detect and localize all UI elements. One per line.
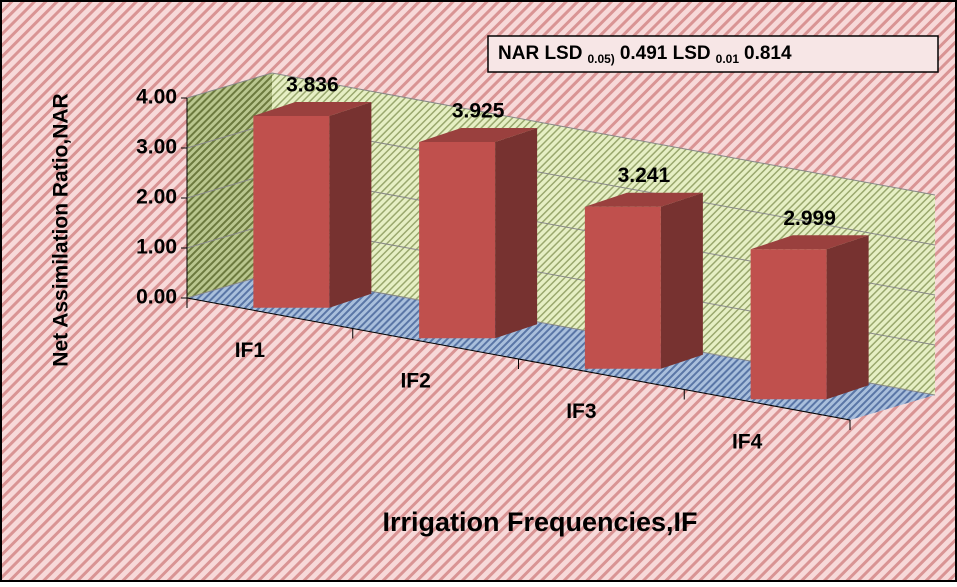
data-label: 3.836 bbox=[286, 73, 339, 96]
bar-top bbox=[419, 128, 538, 142]
bar-top bbox=[584, 192, 703, 207]
x-tick-label: IF3 bbox=[566, 400, 596, 423]
y-axis-title: Net Assimilation Ratio,NAR bbox=[50, 93, 73, 366]
annotation: NAR LSD 0.05) 0.491 LSD 0.01 0.814 bbox=[498, 43, 792, 66]
bar bbox=[750, 249, 827, 400]
y-tick-label: 0.00 bbox=[136, 286, 177, 309]
y-tick-label: 1.00 bbox=[136, 236, 177, 259]
data-label: 3.925 bbox=[452, 100, 505, 123]
annotation-part: 0.814 bbox=[744, 43, 792, 64]
bar-top bbox=[750, 235, 869, 250]
annotation-part: 0.491 LSD bbox=[620, 43, 711, 64]
x-tick-label: IF2 bbox=[400, 369, 430, 392]
x-tick-label: IF4 bbox=[732, 430, 763, 453]
bar-side bbox=[495, 128, 538, 339]
data-label: 3.241 bbox=[618, 164, 671, 187]
grid-line bbox=[186, 72, 936, 196]
x-axis-title: Irrigation Frequencies,IF bbox=[382, 507, 697, 537]
x-tick-label: IF1 bbox=[235, 339, 266, 362]
annotation-box bbox=[487, 35, 939, 73]
bar bbox=[419, 142, 496, 339]
y-tick-label: 4.00 bbox=[136, 86, 177, 109]
bar-side bbox=[660, 192, 703, 369]
annotation-part: NAR LSD bbox=[498, 43, 582, 64]
bar-side bbox=[329, 101, 372, 308]
bar-side bbox=[826, 235, 869, 400]
bar bbox=[584, 206, 661, 369]
plot-area: 0.00 1.00 2.00 3.00 4.00 IF1 3.836 IF2 3.925 IF3 3… bbox=[136, 72, 936, 453]
annotation-part: 0.05) bbox=[587, 52, 614, 66]
data-label: 2.999 bbox=[783, 207, 836, 230]
annotation-part: 0.01 bbox=[716, 52, 740, 66]
bar-top bbox=[253, 101, 372, 116]
y-tick-label: 2.00 bbox=[136, 186, 177, 209]
floor bbox=[187, 273, 935, 420]
bar bbox=[253, 115, 330, 308]
y-tick-label: 3.00 bbox=[136, 136, 177, 159]
